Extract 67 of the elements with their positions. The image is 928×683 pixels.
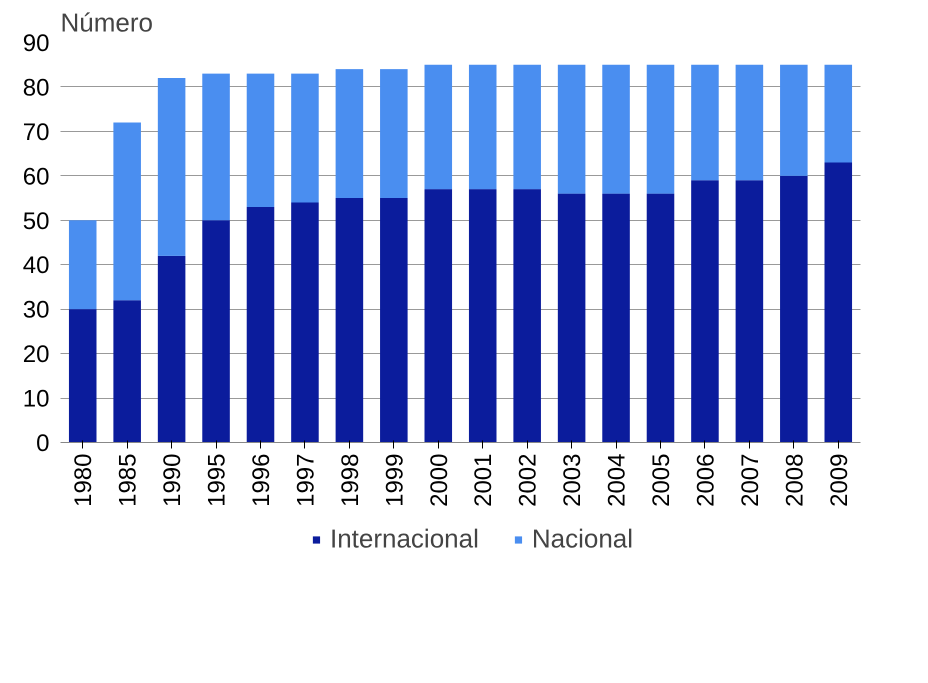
bar [468,64,496,190]
bar [380,69,408,198]
bar [646,64,674,194]
legend-label: Nacional [532,524,634,554]
bar [246,74,274,207]
y-tick-label: 0 [36,430,50,457]
bar [780,64,808,176]
x-tick-label: 1999 [381,454,408,507]
x-tick-label: 1990 [159,454,186,507]
bar [780,176,808,442]
x-tick-label: 1995 [204,454,231,507]
bar [380,198,408,442]
y-tick-label: 50 [22,208,50,235]
y-axis-title: Número [60,8,153,38]
bar [246,206,274,442]
bar [68,309,96,442]
bar [291,202,319,442]
y-tick-label: 80 [22,74,50,102]
x-tick-label: 2004 [604,454,631,507]
y-tick-label: 10 [22,386,50,413]
legend-label: Internacional [330,524,479,554]
bar [291,74,319,202]
x-tick-label: 2000 [426,454,453,507]
x-tick-label: 1996 [248,454,275,507]
bar [558,194,586,442]
x-tick-label: 2003 [559,454,586,507]
bar [202,220,230,442]
bar [558,64,586,194]
bar [824,64,852,162]
bar [646,194,674,442]
y-tick-label: 70 [22,118,50,146]
y-tick-label: 30 [22,296,50,324]
x-tick-label: 2007 [736,454,764,507]
bar [336,69,364,198]
x-tick-label: 2008 [781,454,808,507]
x-tick-label: 1980 [70,454,98,507]
bar [736,64,764,180]
bar [202,74,230,220]
x-tick-label: 2009 [826,454,853,507]
bar [113,300,141,442]
y-tick-label: 60 [22,163,50,190]
x-tick-label: 2002 [514,454,542,507]
bar [68,220,96,310]
x-tick-label: 1985 [114,454,142,507]
x-tick-label: 2006 [692,454,720,507]
x-tick-label: 1998 [336,454,364,507]
x-tick-label: 2001 [470,454,498,507]
bar [824,162,852,442]
bar [602,194,630,442]
y-tick-label: 90 [22,30,50,57]
y-tick-label: 20 [22,341,50,368]
bar [513,189,541,442]
bar [158,78,186,256]
x-tick-label: 2005 [648,454,675,507]
bar [158,256,186,442]
y-tick-label: 40 [22,252,50,280]
bar [513,64,541,190]
bar [424,189,452,442]
bar [468,189,496,442]
bar [602,64,630,194]
bar [336,198,364,442]
bar [424,64,452,190]
bar [736,180,764,442]
bar [691,64,719,180]
x-tick-label: 1997 [292,454,320,507]
bar [691,180,719,442]
bar [113,122,141,300]
